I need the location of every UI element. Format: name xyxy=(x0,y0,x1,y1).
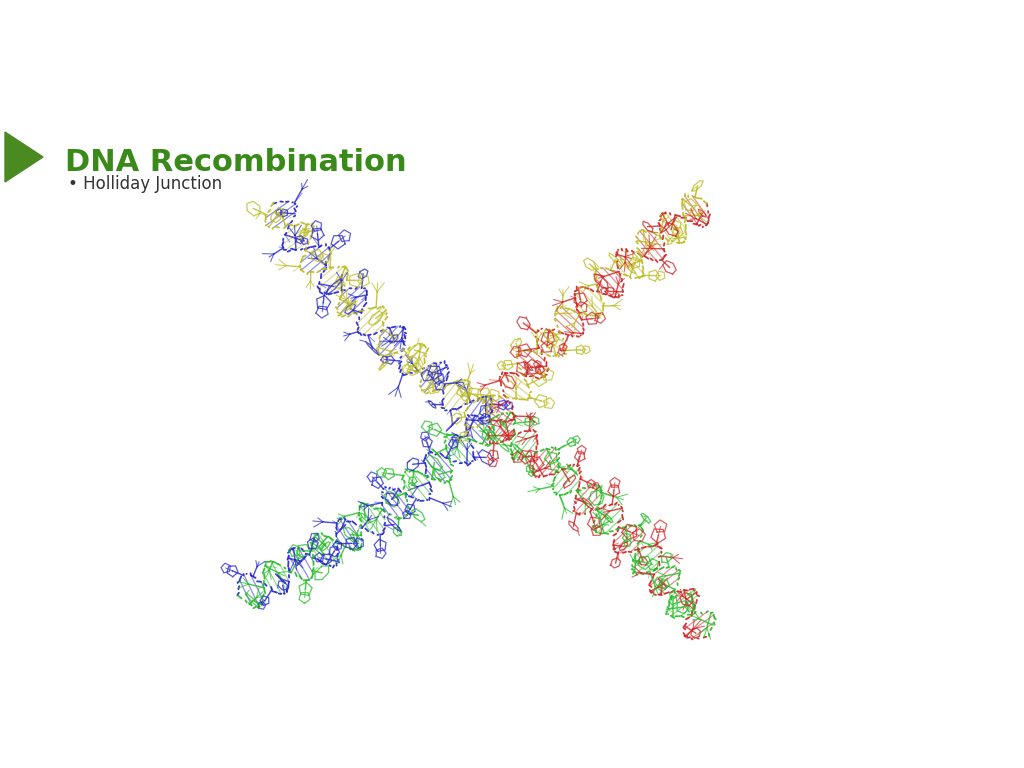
Polygon shape xyxy=(5,132,43,182)
Text: • Holliday Junction: • Holliday Junction xyxy=(68,175,222,193)
Text: DNA Recombination: DNA Recombination xyxy=(65,148,407,177)
